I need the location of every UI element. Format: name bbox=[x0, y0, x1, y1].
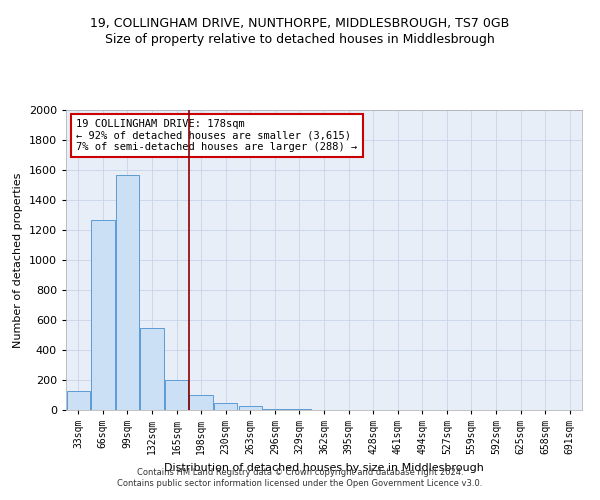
Bar bbox=[67, 390, 90, 410]
Bar bbox=[239, 406, 262, 410]
Text: Size of property relative to detached houses in Middlesbrough: Size of property relative to detached ho… bbox=[105, 32, 495, 46]
Text: Contains HM Land Registry data © Crown copyright and database right 2024.
Contai: Contains HM Land Registry data © Crown c… bbox=[118, 468, 482, 487]
Bar bbox=[91, 220, 115, 410]
Y-axis label: Number of detached properties: Number of detached properties bbox=[13, 172, 23, 348]
Bar bbox=[190, 395, 213, 410]
Bar bbox=[288, 409, 311, 410]
Text: 19, COLLINGHAM DRIVE, NUNTHORPE, MIDDLESBROUGH, TS7 0GB: 19, COLLINGHAM DRIVE, NUNTHORPE, MIDDLES… bbox=[91, 18, 509, 30]
X-axis label: Distribution of detached houses by size in Middlesbrough: Distribution of detached houses by size … bbox=[164, 462, 484, 472]
Bar bbox=[165, 380, 188, 410]
Bar bbox=[214, 402, 238, 410]
Bar bbox=[116, 174, 139, 410]
Bar bbox=[140, 328, 164, 410]
Bar bbox=[263, 408, 287, 410]
Text: 19 COLLINGHAM DRIVE: 178sqm
← 92% of detached houses are smaller (3,615)
7% of s: 19 COLLINGHAM DRIVE: 178sqm ← 92% of det… bbox=[76, 119, 358, 152]
